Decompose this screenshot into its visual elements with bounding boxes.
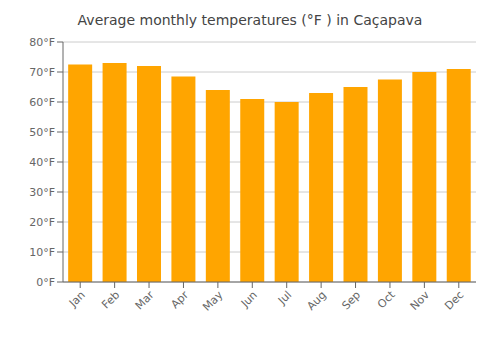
svg-text:70°F: 70°F: [29, 66, 55, 79]
svg-text:40°F: 40°F: [29, 156, 55, 169]
svg-text:Jul: Jul: [275, 288, 294, 307]
svg-text:Dec: Dec: [442, 288, 466, 312]
svg-text:50°F: 50°F: [29, 126, 55, 139]
svg-text:Mar: Mar: [133, 288, 157, 312]
svg-text:80°F: 80°F: [29, 36, 55, 49]
svg-text:0°F: 0°F: [36, 276, 55, 289]
svg-text:20°F: 20°F: [29, 216, 55, 229]
svg-text:10°F: 10°F: [29, 246, 55, 259]
svg-text:30°F: 30°F: [29, 186, 55, 199]
svg-text:Oct: Oct: [375, 288, 398, 311]
svg-text:Jun: Jun: [238, 288, 260, 310]
html-text:Average monthly temperatures (: Average monthly temperatures (°F ) in Ca…: [77, 12, 423, 28]
svg-text:Nov: Nov: [408, 288, 433, 313]
svg-text:Aug: Aug: [304, 288, 328, 312]
svg-text:Feb: Feb: [99, 288, 122, 311]
svg-text:Apr: Apr: [168, 288, 191, 311]
svg-text:Sep: Sep: [339, 288, 363, 312]
svg-text:Jan: Jan: [66, 288, 88, 310]
svg-text:May: May: [200, 288, 226, 314]
svg-text:60°F: 60°F: [29, 96, 55, 109]
